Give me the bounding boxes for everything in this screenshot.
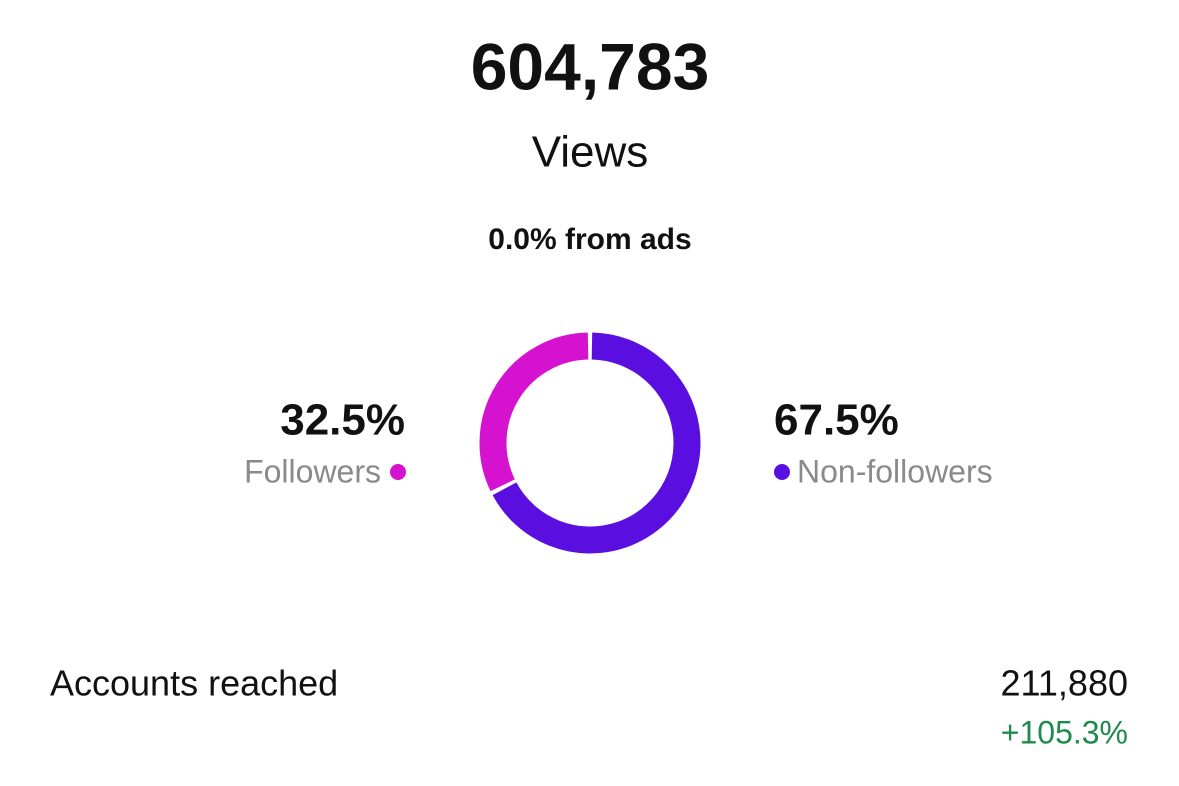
views-value: 604,783 bbox=[471, 29, 710, 103]
legend-dot bbox=[390, 464, 406, 480]
metric-change: +105.3% bbox=[1001, 714, 1128, 750]
metric-value: 211,880 bbox=[1001, 663, 1128, 704]
segment-percent: 32.5% bbox=[280, 396, 405, 445]
legend-dot bbox=[774, 464, 790, 480]
donut-chart bbox=[479, 332, 701, 554]
ads-note: 0.0% from ads bbox=[488, 223, 691, 256]
metric-label: Accounts reached bbox=[50, 663, 338, 704]
donut-segment bbox=[479, 332, 589, 492]
segment-percent: 67.5% bbox=[774, 396, 899, 445]
legend-label: Followers bbox=[244, 453, 381, 489]
legend-label: Non-followers bbox=[797, 453, 993, 489]
views-label: Views bbox=[532, 128, 649, 177]
donut-segment bbox=[492, 332, 701, 554]
